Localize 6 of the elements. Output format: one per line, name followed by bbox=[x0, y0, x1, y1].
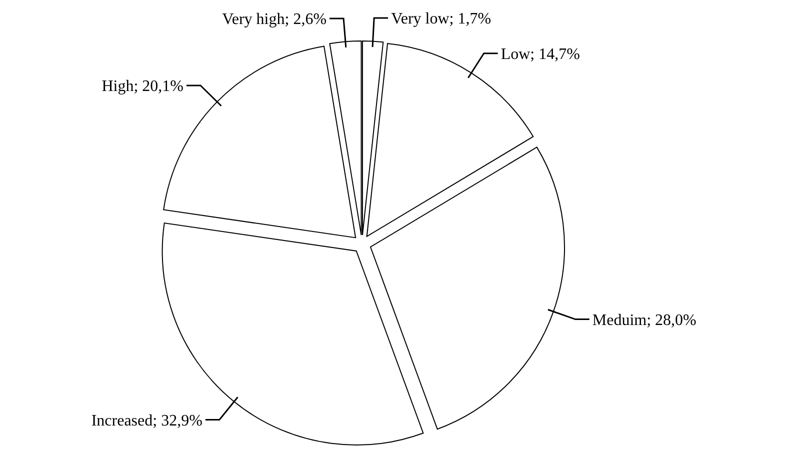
slice-label: Very high; 2,6% bbox=[222, 11, 327, 28]
slice-label: Low; 14,7% bbox=[500, 46, 580, 63]
slice-label: High; 20,1% bbox=[102, 78, 184, 96]
slice-label: Increased; 32,9% bbox=[91, 412, 202, 430]
slice-label: Meduim; 28,0% bbox=[592, 312, 696, 329]
slice-label: Very low; 1,7% bbox=[391, 10, 492, 28]
